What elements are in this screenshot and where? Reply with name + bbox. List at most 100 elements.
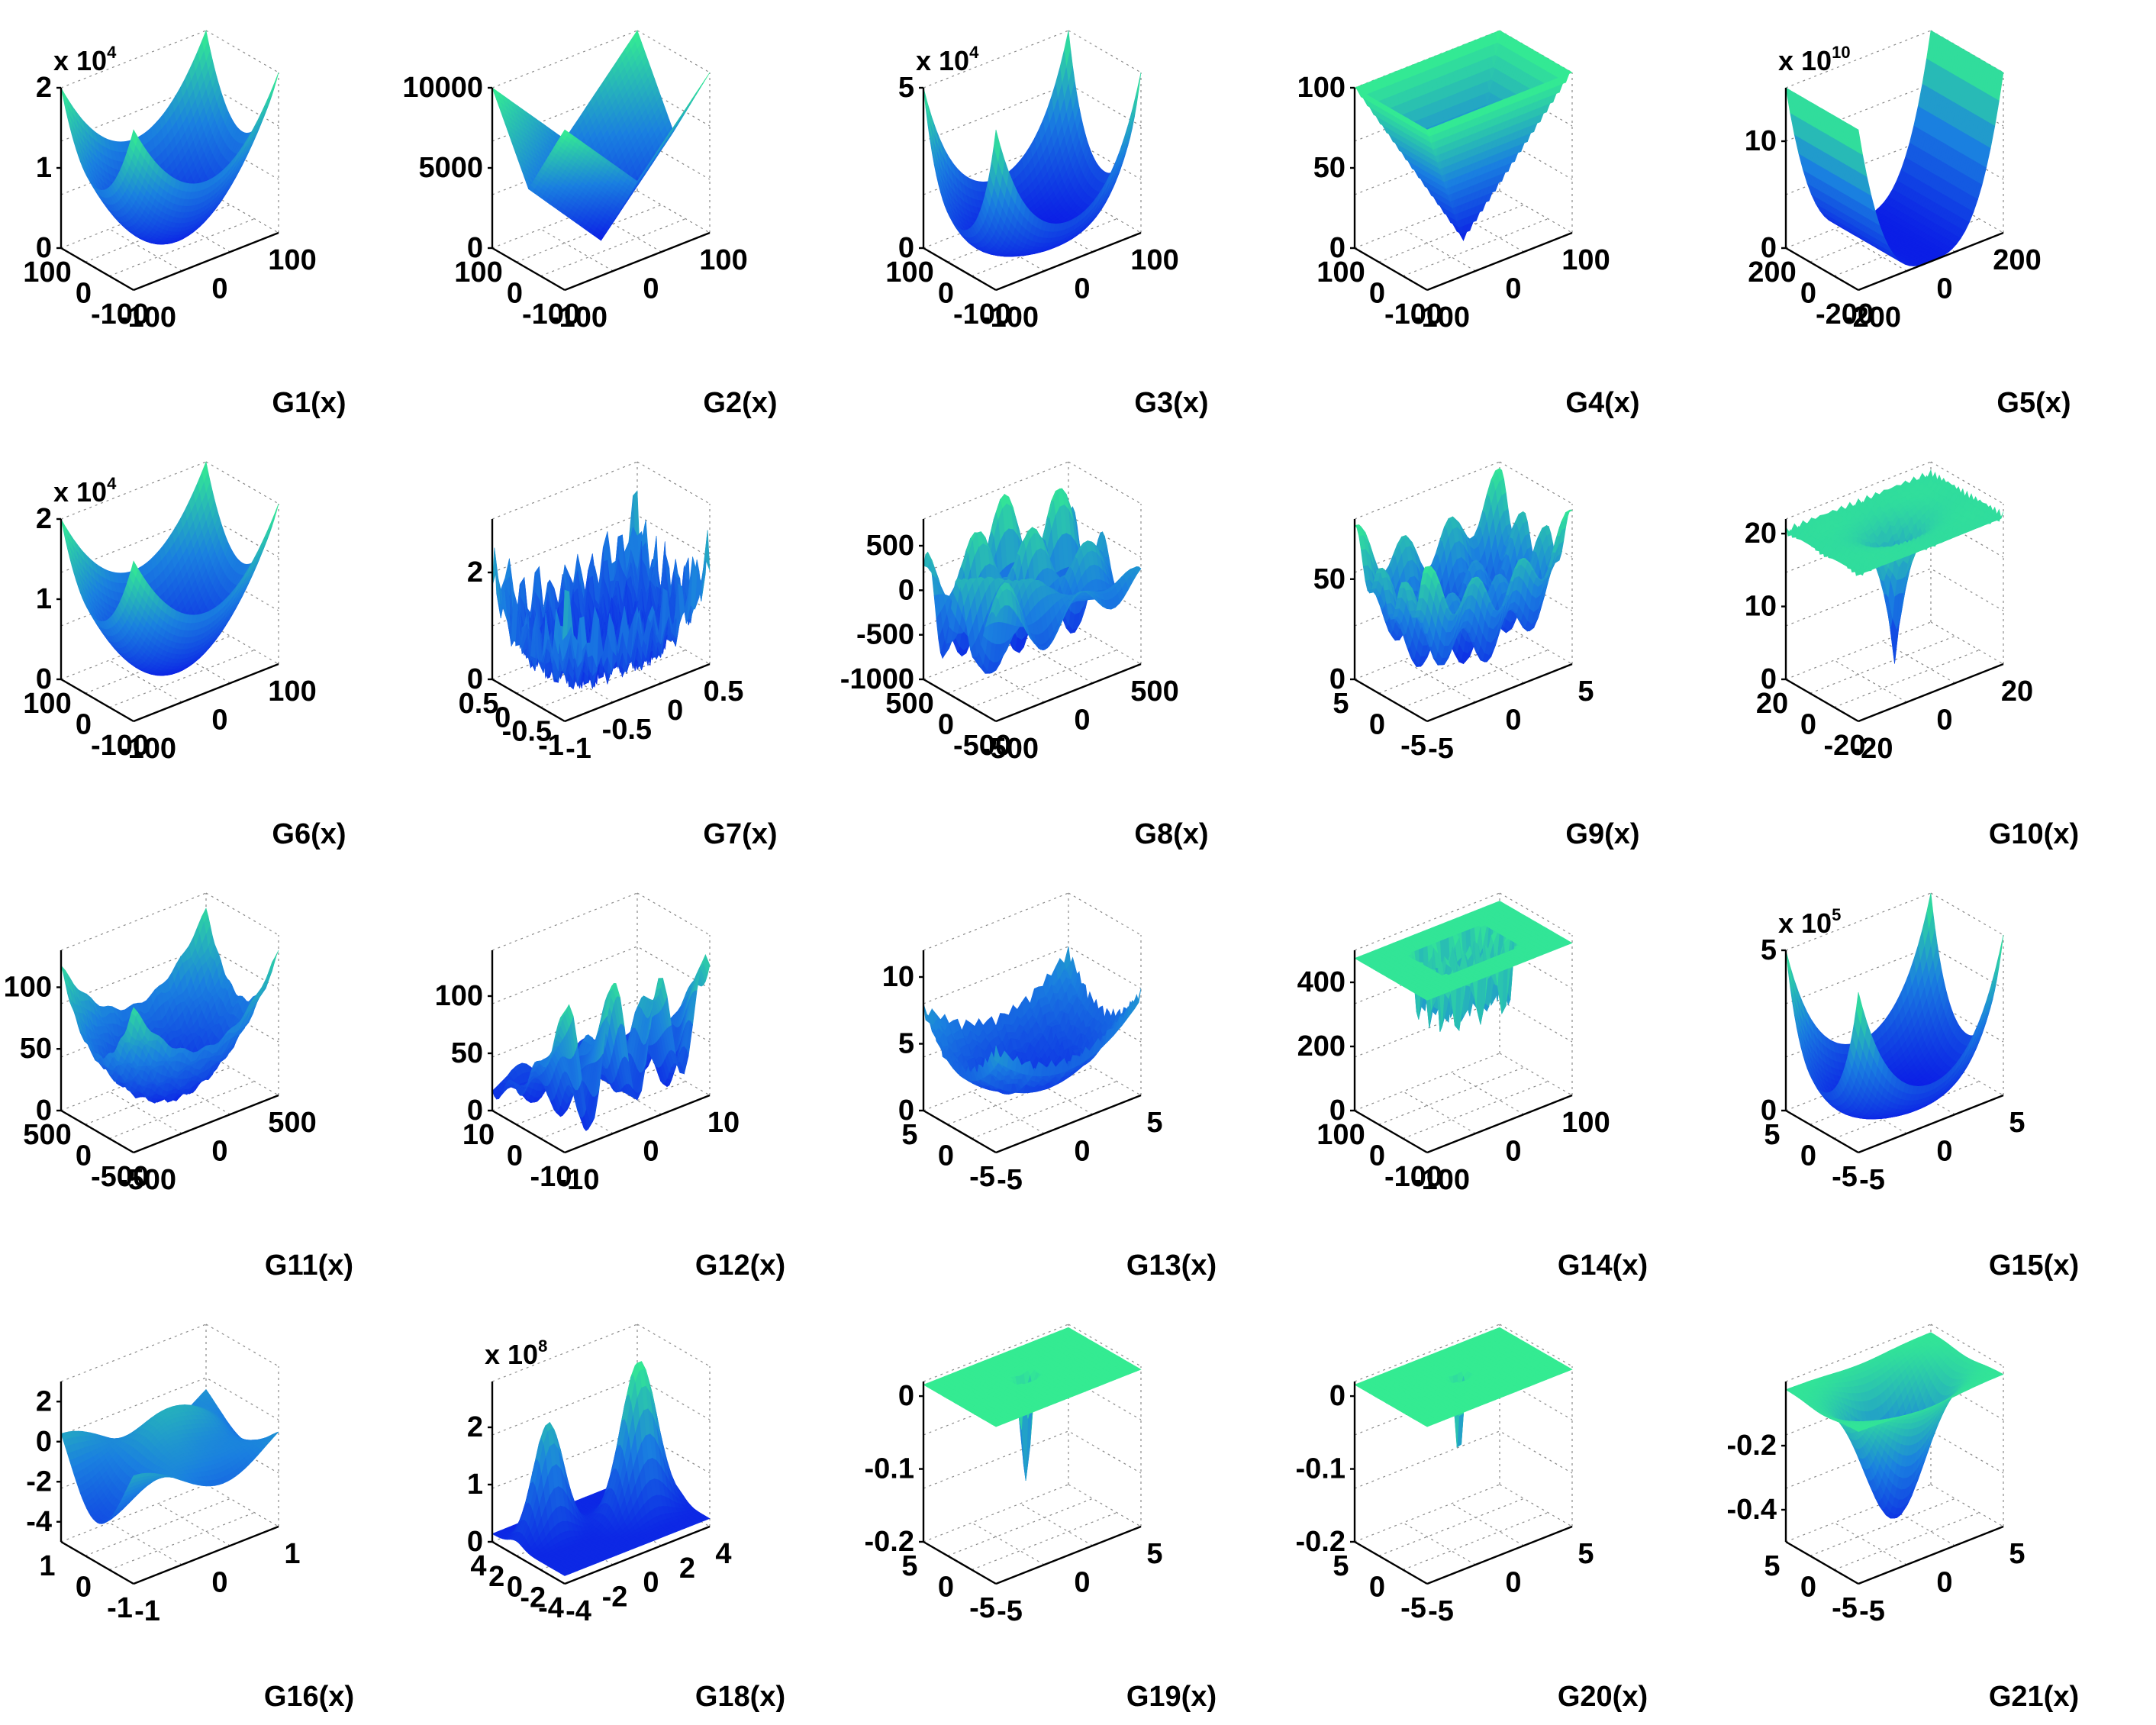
x-tick-label: 0 bbox=[1936, 705, 1952, 737]
x-tick-label: 10 bbox=[707, 1107, 740, 1139]
z-tick-label: 2 bbox=[467, 1411, 483, 1443]
x-tick-label: 4 bbox=[715, 1538, 731, 1570]
x-tick-label: 0 bbox=[643, 1136, 659, 1168]
y-tick-label: 0 bbox=[507, 1572, 523, 1604]
plot-g5x: 0 10 200 0 -200 -200 0 200 x 1010 G5(x) bbox=[1725, 0, 2156, 431]
surface-mesh bbox=[491, 30, 711, 241]
z-tick-label: 5000 bbox=[418, 152, 483, 184]
axis-lines bbox=[491, 519, 711, 723]
axis-lines bbox=[922, 1382, 1142, 1585]
y-tick-label: 500 bbox=[23, 1119, 71, 1151]
axis-lines bbox=[60, 950, 279, 1154]
z-tick-label: 0 bbox=[467, 663, 483, 695]
y-tick-label: 100 bbox=[1316, 1119, 1365, 1151]
y-tick-label: 0 bbox=[938, 1140, 954, 1172]
y-tick-label: -100 bbox=[1384, 1161, 1442, 1193]
z-tick-label: 50 bbox=[1313, 563, 1345, 595]
plot-g1x: 0 1 2 100 0 -100 -100 0 100 x 104 G1(x) bbox=[0, 0, 431, 431]
z-scale-label: x 104 bbox=[53, 43, 117, 76]
x-tick-label: 0 bbox=[1074, 1136, 1090, 1168]
y-tick-label: 10 bbox=[462, 1119, 495, 1151]
y-tick-label: -2 bbox=[520, 1582, 546, 1614]
x-tick-label: 200 bbox=[1993, 244, 2041, 276]
x-tick-label: 0 bbox=[1074, 1567, 1090, 1599]
z-tick-label: 0 bbox=[1761, 232, 1777, 264]
plot-g11x: 0 50 100 500 0 -500 -500 0 500 G11(x) bbox=[0, 862, 431, 1294]
y-tick-label: 20 bbox=[1756, 688, 1788, 720]
x-tick-label: -10 bbox=[558, 1164, 600, 1196]
y-tick-label: 0 bbox=[76, 1140, 92, 1172]
x-tick-label: -100 bbox=[549, 301, 607, 334]
z-tick-label: 100 bbox=[4, 971, 52, 1003]
y-tick-label: 100 bbox=[1316, 256, 1365, 289]
x-tick-label: 0 bbox=[1936, 1136, 1952, 1168]
z-tick-label: 0 bbox=[36, 232, 52, 264]
x-tick-label: -5 bbox=[1428, 733, 1454, 765]
plot-g19x: -0.2 -0.1 0 5 0 -5 -5 0 5 G19(x) bbox=[862, 1294, 1294, 1725]
z-tick-label: -0.1 bbox=[1296, 1453, 1345, 1485]
z-tick-label: 2 bbox=[467, 556, 483, 588]
y-tick-label: 1 bbox=[39, 1550, 55, 1582]
y-tick-label: 0 bbox=[1369, 278, 1385, 310]
z-tick-label: 2 bbox=[36, 72, 52, 104]
function-caption: G15(x) bbox=[1989, 1249, 2079, 1282]
x-tick-label: 2 bbox=[679, 1552, 695, 1585]
function-caption: G4(x) bbox=[1565, 387, 1639, 419]
z-tick-label: 50 bbox=[451, 1037, 483, 1069]
y-tick-label: -200 bbox=[1816, 298, 1874, 330]
z-tick-label: 0 bbox=[1329, 1095, 1345, 1127]
function-caption: G16(x) bbox=[264, 1681, 354, 1713]
function-caption: G5(x) bbox=[1996, 387, 2071, 419]
z-tick-label: 100 bbox=[1297, 72, 1345, 104]
x-tick-label: -1 bbox=[134, 1595, 160, 1627]
x-tick-label: 0 bbox=[643, 1567, 659, 1599]
plot-g18x: 0 1 2 4 2 0 -2 -4 -4 -2 0 2 4 x 108 G18(x) bbox=[431, 1294, 862, 1725]
y-tick-label: -5 bbox=[969, 1592, 995, 1624]
z-tick-label: 10000 bbox=[402, 72, 483, 104]
plot-g13x: 0 5 10 5 0 -5 -5 0 5 G13(x) bbox=[862, 862, 1294, 1294]
x-tick-label: -5 bbox=[1428, 1595, 1454, 1627]
plot-g9x: 0 50 5 0 -5 -5 0 5 G9(x) bbox=[1294, 431, 1725, 862]
function-caption: G21(x) bbox=[1989, 1681, 2079, 1713]
x-tick-label: 100 bbox=[268, 244, 316, 276]
z-tick-label: 2 bbox=[36, 503, 52, 535]
y-tick-label: 4 bbox=[470, 1550, 486, 1582]
z-tick-label: 20 bbox=[1745, 518, 1777, 550]
surface-mesh bbox=[491, 490, 711, 690]
z-tick-label: -0.2 bbox=[1727, 1430, 1777, 1462]
z-tick-label: 0 bbox=[36, 1426, 52, 1458]
function-caption: G3(x) bbox=[1134, 387, 1208, 419]
y-tick-label: -5 bbox=[1832, 1592, 1858, 1624]
z-scale-label: x 1010 bbox=[1778, 43, 1851, 76]
plot-g2x: 0 5000 10000 100 0 -100 -100 0 100 G2(x) bbox=[402, 0, 862, 431]
x-tick-label: 20 bbox=[2001, 675, 2033, 708]
y-tick-label: -1 bbox=[538, 730, 564, 762]
y-tick-label: 0 bbox=[495, 701, 511, 734]
function-caption: G10(x) bbox=[1989, 818, 2079, 850]
axis-lines bbox=[60, 1382, 279, 1585]
y-tick-label: -100 bbox=[1384, 298, 1442, 330]
function-caption: G1(x) bbox=[272, 387, 346, 419]
function-caption: G14(x) bbox=[1558, 1249, 1648, 1282]
surface-mesh bbox=[1785, 30, 2004, 266]
axis-lines bbox=[1784, 950, 2004, 1154]
y-tick-label: -100 bbox=[91, 730, 149, 762]
z-tick-label: 0 bbox=[898, 232, 914, 264]
x-tick-label: 5 bbox=[1146, 1538, 1162, 1570]
surface-mesh bbox=[1785, 1332, 2004, 1519]
x-tick-label: 0 bbox=[1074, 273, 1090, 305]
x-tick-label: 0 bbox=[211, 1567, 227, 1599]
axis-lines bbox=[1784, 88, 2004, 292]
z-tick-label: 0 bbox=[467, 232, 483, 264]
x-tick-label: 0 bbox=[1505, 1567, 1521, 1599]
y-tick-label: 0 bbox=[76, 709, 92, 741]
plot-g8x: -1000 -500 0 500 500 0 -500 -500 0 500 G8(x) bbox=[840, 431, 1294, 862]
